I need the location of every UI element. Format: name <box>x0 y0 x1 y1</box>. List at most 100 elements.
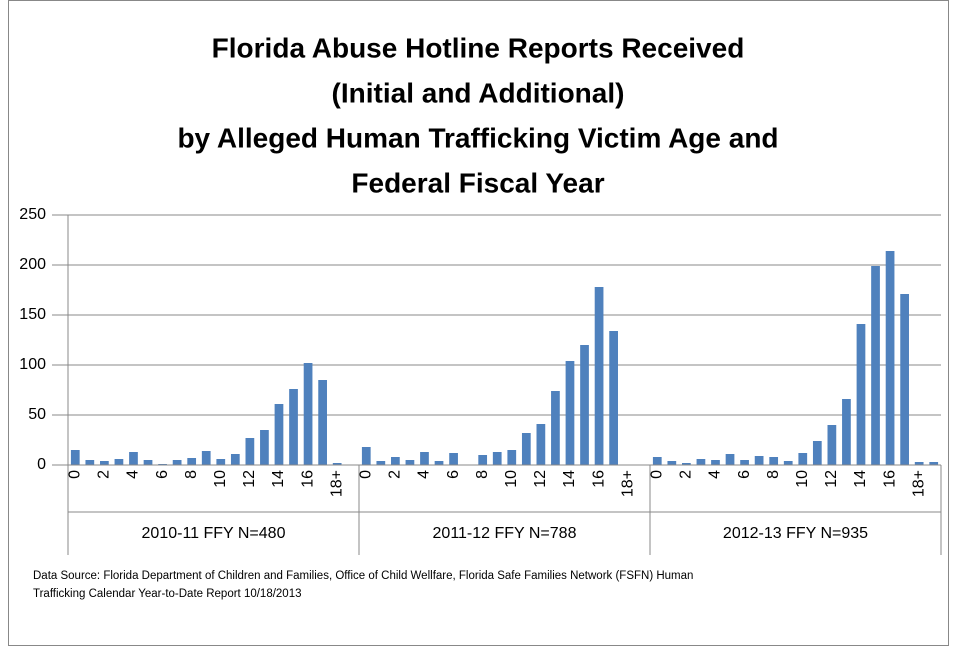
x-tick-label: 8 <box>474 470 491 479</box>
x-tick-label: 14 <box>852 470 869 488</box>
bar <box>449 453 458 465</box>
bar <box>812 441 822 465</box>
bar <box>914 462 924 465</box>
bar <box>172 460 182 465</box>
x-tick-label: 12 <box>241 470 258 488</box>
bar <box>129 452 138 465</box>
x-tick-label: 4 <box>416 470 433 479</box>
bar <box>900 294 909 465</box>
bar <box>260 430 269 465</box>
bar <box>85 460 95 465</box>
y-tick-label: 200 <box>19 256 46 273</box>
group-label: 2012-13 FFY N=935 <box>723 525 868 542</box>
bar <box>100 461 109 465</box>
bar <box>187 458 197 465</box>
y-tick-label: 100 <box>19 356 46 373</box>
y-tick-label: 150 <box>19 306 46 323</box>
bar <box>652 457 662 465</box>
bar <box>274 404 284 465</box>
bar <box>871 266 880 465</box>
bar <box>143 460 153 465</box>
bar <box>361 447 371 465</box>
bar <box>303 363 313 465</box>
bar <box>114 459 124 465</box>
bar <box>725 454 735 465</box>
group-label: 2010-11 FFY N=480 <box>142 525 286 542</box>
x-tick-label: 6 <box>736 470 753 479</box>
bar <box>885 251 895 465</box>
bar <box>405 460 415 465</box>
bar <box>565 361 575 465</box>
bar <box>201 451 211 465</box>
bar <box>551 391 560 465</box>
bar <box>420 452 429 465</box>
x-tick-label: 6 <box>445 470 462 479</box>
x-tick-label: 4 <box>125 470 142 479</box>
bar <box>827 425 837 465</box>
y-tick-label: 50 <box>28 406 46 423</box>
x-tick-label: 18+ <box>619 470 636 497</box>
bar <box>478 455 488 465</box>
bar <box>696 459 706 465</box>
x-tick-label: 18+ <box>910 470 927 497</box>
bar <box>434 461 444 465</box>
x-tick-label: 14 <box>270 470 287 488</box>
bar <box>609 331 618 465</box>
x-tick-label: 12 <box>532 470 549 488</box>
bar <box>594 287 604 465</box>
x-tick-label: 10 <box>794 470 811 488</box>
bar <box>318 380 327 465</box>
bar <box>289 389 298 465</box>
bar <box>929 462 939 465</box>
bar <box>769 457 779 465</box>
bar <box>580 345 589 465</box>
x-tick-label: 18+ <box>328 470 345 497</box>
x-tick-label: 10 <box>503 470 520 488</box>
bar <box>230 454 240 465</box>
bar <box>492 452 502 465</box>
bar <box>391 457 400 465</box>
x-tick-label: 8 <box>765 470 782 479</box>
x-tick-label: 2 <box>678 470 695 479</box>
bar <box>711 460 720 465</box>
x-tick-label: 16 <box>881 470 898 488</box>
bar <box>754 456 764 465</box>
source-note: Trafficking Calendar Year-to-Date Report… <box>33 588 302 600</box>
chart-title: (Initial and Additional) <box>332 77 625 108</box>
bar <box>842 399 851 465</box>
x-tick-label: 6 <box>154 470 171 479</box>
chart-title: Federal Fiscal Year <box>351 167 604 198</box>
bar <box>70 450 80 465</box>
bar <box>376 461 386 465</box>
bar <box>798 453 808 465</box>
bar <box>682 463 691 465</box>
x-tick-label: 0 <box>66 470 83 479</box>
bar <box>216 459 226 465</box>
bar <box>856 324 866 465</box>
x-tick-label: 14 <box>561 470 578 488</box>
x-tick-label: 4 <box>707 470 724 479</box>
bar <box>245 438 255 465</box>
x-tick-label: 16 <box>299 470 316 488</box>
source-note: Data Source: Florida Department of Child… <box>33 570 693 582</box>
x-tick-label: 12 <box>823 470 840 488</box>
group-label: 2011-12 FFY N=788 <box>433 525 577 542</box>
x-tick-label: 2 <box>387 470 404 479</box>
bar <box>667 461 677 465</box>
bar <box>521 433 531 465</box>
chart-title: Florida Abuse Hotline Reports Received <box>212 32 745 63</box>
bar <box>783 461 793 465</box>
x-tick-label: 16 <box>590 470 607 488</box>
x-tick-label: 8 <box>183 470 200 479</box>
bar <box>740 460 749 465</box>
x-tick-label: 0 <box>648 470 665 479</box>
bar <box>332 463 342 465</box>
y-tick-label: 0 <box>37 456 46 473</box>
x-tick-label: 0 <box>357 470 374 479</box>
chart-title: by Alleged Human Trafficking Victim Age … <box>177 122 778 153</box>
bar <box>507 450 517 465</box>
bar <box>536 424 546 465</box>
y-tick-label: 250 <box>19 206 46 223</box>
x-tick-label: 10 <box>212 470 229 488</box>
